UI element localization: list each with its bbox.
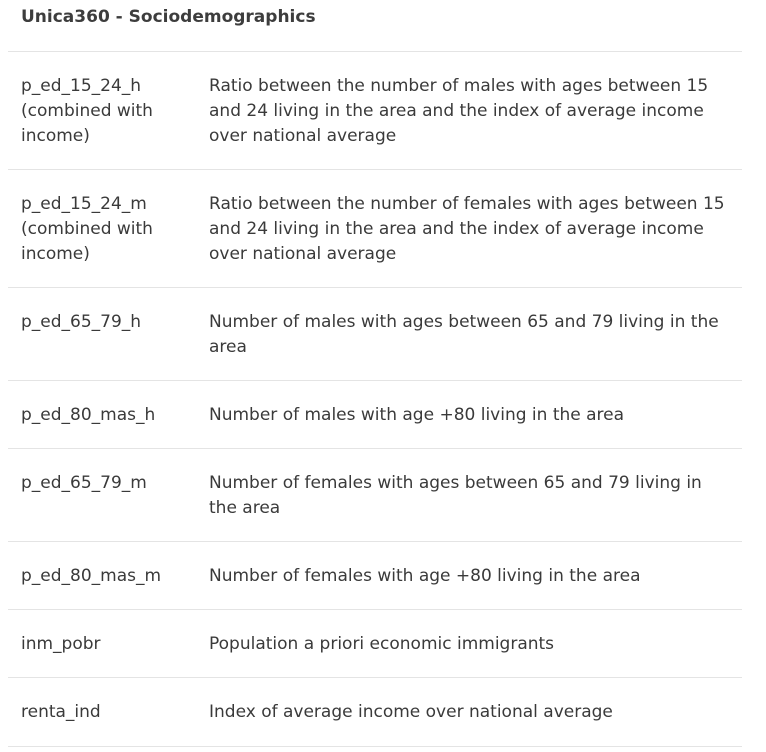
table-row: p_ed_15_24_m (combined with income) Rati… [8, 170, 742, 288]
variable-name: p_ed_80_mas_h [8, 403, 209, 448]
variable-description: Number of females with age +80 living in… [209, 566, 641, 586]
table-row: renta_ind Index of average income over n… [8, 678, 742, 747]
variable-name: renta_ind [8, 700, 209, 746]
table-row: p_ed_80_mas_h Number of males with age +… [8, 381, 742, 449]
variable-name-line: income) [21, 126, 90, 146]
variable-description: Number of males with ages between 65 and… [209, 312, 719, 357]
variable-name-line: income) [21, 244, 90, 264]
variable-description: Ratio between the number of females with… [209, 194, 725, 264]
table-row: p_ed_65_79_h Number of males with ages b… [8, 288, 742, 381]
variable-name-line: inm_pobr [21, 634, 101, 654]
variable-name: p_ed_15_24_h (combined with income) [8, 74, 209, 169]
sociodemographics-document: Unica360 - Sociodemographics p_ed_15_24_… [8, 0, 742, 747]
variable-name: p_ed_80_mas_m [8, 564, 209, 609]
variable-description: Index of average income over national av… [209, 702, 613, 722]
variable-name-line: (combined with [21, 219, 153, 239]
variable-name-line: p_ed_80_mas_h [21, 405, 156, 425]
variable-name-line: p_ed_80_mas_m [21, 566, 162, 586]
variable-name-line: p_ed_65_79_h [21, 312, 142, 332]
variable-name-line: renta_ind [21, 702, 101, 722]
variable-description: Population a priori economic immigrants [209, 634, 555, 654]
variable-name: p_ed_65_79_h [8, 310, 209, 380]
section-title: Unica360 - Sociodemographics [8, 0, 742, 52]
table-row: p_ed_80_mas_m Number of females with age… [8, 542, 742, 610]
variable-name: p_ed_65_79_m [8, 471, 209, 541]
variable-name-line: p_ed_15_24_m [21, 194, 147, 214]
variable-description: Number of males with age +80 living in t… [209, 405, 625, 425]
variable-name-line: p_ed_65_79_m [21, 473, 147, 493]
table-row: inm_pobr Population a priori economic im… [8, 610, 742, 678]
table-row: p_ed_15_24_h (combined with income) Rati… [8, 52, 742, 170]
variable-description: Number of females with ages between 65 a… [209, 473, 702, 518]
variable-name: p_ed_15_24_m (combined with income) [8, 192, 209, 287]
variable-description: Ratio between the number of males with a… [209, 76, 709, 146]
variable-name-line: p_ed_15_24_h [21, 76, 142, 96]
table-row: p_ed_65_79_m Number of females with ages… [8, 449, 742, 542]
variable-name-line: (combined with [21, 101, 153, 121]
variable-name: inm_pobr [8, 632, 209, 677]
